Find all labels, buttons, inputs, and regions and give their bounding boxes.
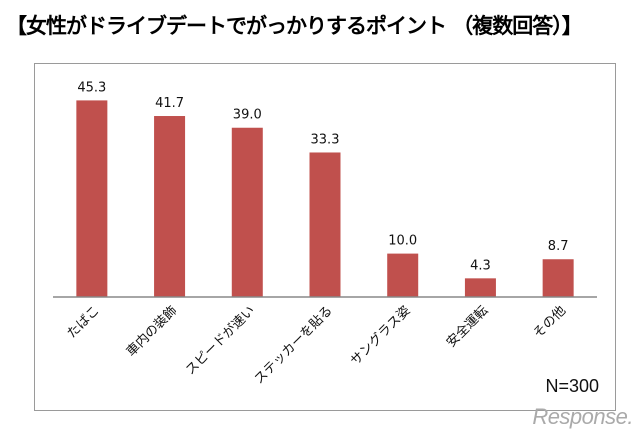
data-label: 33.3 xyxy=(311,132,340,147)
bar xyxy=(231,127,263,298)
data-label: 8.7 xyxy=(548,239,569,254)
data-label: 41.7 xyxy=(155,96,184,111)
data-label: 39.0 xyxy=(233,108,262,123)
data-label: 10.0 xyxy=(388,234,417,249)
category-label: ステッカーを貼る xyxy=(252,303,336,387)
bar xyxy=(387,253,419,297)
bar xyxy=(154,116,186,297)
bar xyxy=(464,278,496,297)
category-label: スピードが速い xyxy=(183,303,258,378)
category-label: たばこ xyxy=(64,303,102,341)
category-label: その他 xyxy=(531,303,569,341)
data-label: 45.3 xyxy=(77,80,106,95)
bar xyxy=(542,259,574,297)
chart-title: 【女性がドライブデートでがっかりするポイント （複数回答）】 xyxy=(6,14,583,38)
data-label: 4.3 xyxy=(470,258,491,273)
chart-frame xyxy=(34,63,616,411)
response-watermark-logo: Response. xyxy=(532,404,633,429)
category-label: 車内の装飾 xyxy=(123,303,180,360)
category-label: サングラス姿 xyxy=(347,303,413,369)
bar xyxy=(76,100,108,297)
category-label: 安全運転 xyxy=(443,303,491,351)
bar xyxy=(309,152,341,297)
sample-size-annotation: N=300 xyxy=(545,376,599,396)
